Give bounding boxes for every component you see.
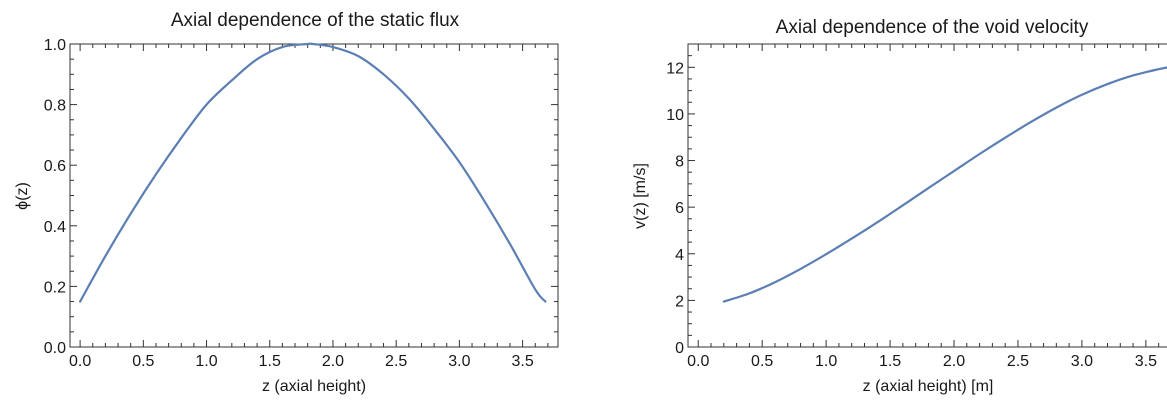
x-axis-ticks: 0.0 0.5 1.0 1.5 2.0 2.5 3.0 3.5 [687,44,1160,370]
series-line-velocity [722,66,1167,303]
x-tick-label: 2.5 [385,353,407,370]
y-tick-label: 0.8 [44,98,66,115]
y-tick-label: 1.0 [44,37,66,54]
y-tick-label: 10 [666,107,684,124]
y-tick-label: 0.2 [44,279,66,296]
y-tick-label: 8 [675,154,684,171]
y-tick-label: 6 [675,200,684,217]
y-tick-label: 0.6 [44,158,66,175]
x-tick-label: 2.0 [943,353,965,370]
static-flux-chart: Axial dependence of the static flux 0.0 0… [14,10,559,395]
x-axis-label: z (axial height) [262,378,366,395]
y-tick-label: 2 [675,293,684,310]
y-axis-ticks: 0 2 4 6 8 10 12 [666,43,695,357]
x-tick-label: 1.5 [879,353,901,370]
x-tick-label: 0.0 [687,353,709,370]
x-tick-label: 2.0 [322,353,344,370]
x-tick-label: 1.5 [259,353,281,370]
chart-title: Axial dependence of the void velocity [776,17,1089,38]
x-tick-label: 2.5 [1007,353,1029,370]
x-tick-label: 0.0 [69,353,91,370]
y-tick-label: 0 [675,340,684,357]
x-tick-label: 0.5 [132,353,154,370]
y-axis-label: v(z) [m/s] [632,163,649,229]
y-tick-label: 12 [666,60,684,77]
x-tick-label: 3.0 [448,353,470,370]
x-tick-label: 3.0 [1071,353,1093,370]
y-axis-ticks: 0.0 0.2 0.4 0.6 0.8 1.0 [44,37,558,357]
chart-title: Axial dependence of the static flux [171,10,460,31]
x-tick-label: 1.0 [815,353,837,370]
x-axis-label: z (axial height) [m] [863,378,994,395]
x-tick-label: 3.5 [511,353,533,370]
y-tick-label: 0.0 [44,340,66,357]
x-axis-ticks: 0.0 0.5 1.0 1.5 2.0 2.5 3.0 3.5 [69,44,549,370]
x-tick-label: 3.5 [1135,353,1157,370]
y-axis-label: ϕ(z) [14,182,31,210]
x-tick-label: 1.0 [195,353,217,370]
y-tick-label: 4 [675,247,684,264]
y-tick-label: 0.4 [44,219,66,236]
void-velocity-chart: Axial dependence of the void velocity 0.… [632,17,1167,395]
x-tick-label: 0.5 [751,353,773,370]
series-line-flux [79,42,547,303]
